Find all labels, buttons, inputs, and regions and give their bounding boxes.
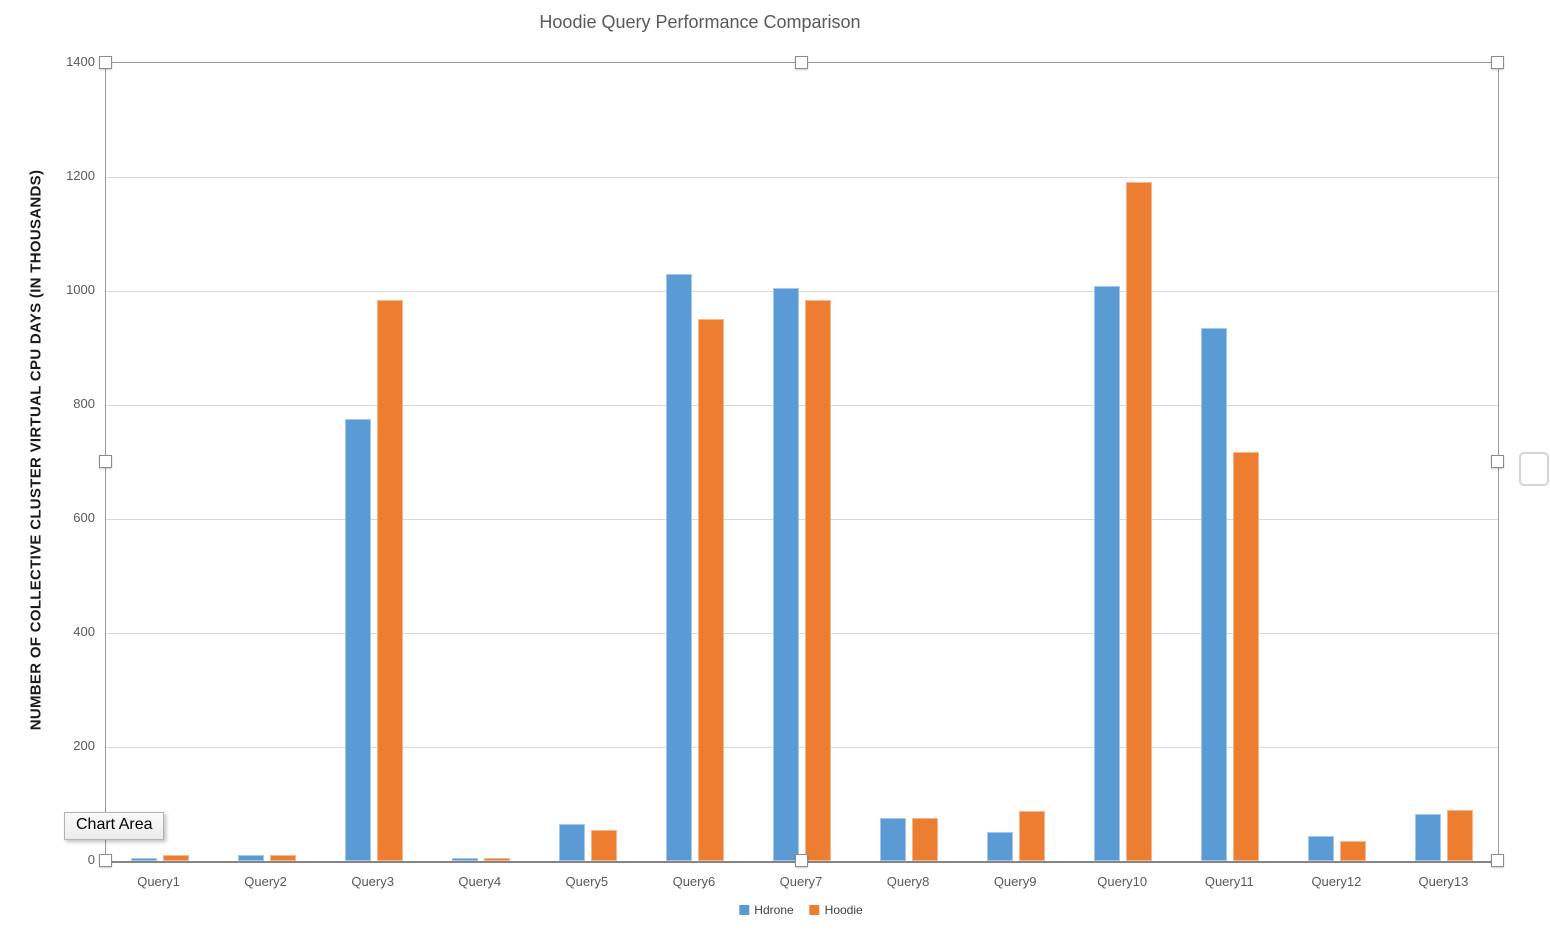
y-tick-label-400: 400 xyxy=(73,624,95,639)
x-label-query10: Query10 xyxy=(1097,874,1148,889)
y-tick-label-1200: 1200 xyxy=(66,168,95,183)
x-label-query1: Query1 xyxy=(137,874,180,889)
gridline-1200 xyxy=(106,177,1498,178)
x-label-query3: Query3 xyxy=(351,874,394,889)
x-label-query11: Query11 xyxy=(1204,874,1254,889)
selection-handle-bottom-left[interactable] xyxy=(99,854,112,867)
y-tick-label-600: 600 xyxy=(73,510,95,525)
selection-handle-bottom-right[interactable] xyxy=(1491,854,1504,867)
selection-handle-mid-right[interactable] xyxy=(1491,455,1504,468)
x-label-query4: Query4 xyxy=(458,874,502,889)
bar-hdrone-query11[interactable] xyxy=(1201,328,1227,861)
bar-hdrone-query4[interactable] xyxy=(452,858,478,861)
bar-hdrone-query3[interactable] xyxy=(345,419,371,861)
bar-hoodie-query9[interactable] xyxy=(1019,811,1045,861)
gridline-800 xyxy=(106,405,1498,406)
x-label-query12: Query12 xyxy=(1311,874,1362,889)
x-label-query5: Query5 xyxy=(565,874,609,889)
selection-handle-bottom-center[interactable] xyxy=(795,854,808,867)
selection-handle-top-center[interactable] xyxy=(795,56,808,69)
bar-hdrone-query7[interactable] xyxy=(773,288,799,861)
y-tick-label-0: 0 xyxy=(87,852,95,867)
x-label-query2: Query2 xyxy=(244,874,287,889)
bar-hoodie-query11[interactable] xyxy=(1233,452,1259,861)
legend-item-hoodie[interactable]: Hoodie xyxy=(809,903,863,917)
legend-label-hoodie: Hoodie xyxy=(824,903,863,917)
bar-hdrone-query10[interactable] xyxy=(1094,286,1120,861)
gridline-400 xyxy=(106,633,1498,634)
y-tick-label-200: 200 xyxy=(73,738,95,753)
legend[interactable]: Hdrone Hoodie xyxy=(739,903,863,917)
bar-hoodie-query6[interactable] xyxy=(698,319,724,861)
legend-item-hdrone[interactable]: Hdrone xyxy=(739,903,794,917)
bar-hoodie-query1[interactable] xyxy=(163,855,189,861)
bar-hdrone-query9[interactable] xyxy=(987,832,1013,861)
bar-hoodie-query3[interactable] xyxy=(377,300,403,861)
bar-hdrone-query1[interactable] xyxy=(131,858,157,861)
x-label-query7: Query7 xyxy=(779,874,823,889)
bar-hoodie-query7[interactable] xyxy=(805,300,831,861)
chart-area-tooltip: Chart Area xyxy=(64,812,165,840)
bar-hdrone-query13[interactable] xyxy=(1415,814,1441,861)
x-label-query6: Query6 xyxy=(672,874,716,889)
bar-hoodie-query4[interactable] xyxy=(484,858,510,861)
bar-hoodie-query13[interactable] xyxy=(1447,810,1473,861)
bar-hdrone-query6[interactable] xyxy=(666,274,692,861)
bar-hoodie-query8[interactable] xyxy=(912,818,938,861)
gridline-200 xyxy=(106,747,1498,748)
bar-hoodie-query10[interactable] xyxy=(1126,182,1152,861)
chart-title[interactable]: Hoodie Query Performance Comparison xyxy=(539,12,861,32)
bar-hoodie-query5[interactable] xyxy=(591,830,617,861)
bar-hoodie-query2[interactable] xyxy=(270,855,296,861)
bar-hdrone-query5[interactable] xyxy=(559,824,585,861)
legend-swatch-hoodie-icon xyxy=(809,905,820,915)
bar-hdrone-query8[interactable] xyxy=(880,818,906,861)
partial-selection-handle-icon xyxy=(1519,452,1549,486)
y-axis-title[interactable]: NUMBER OF COLLECTIVE CLUSTER VIRTUAL CPU… xyxy=(27,169,45,731)
gridline-1000 xyxy=(106,291,1498,292)
x-label-query8: Query8 xyxy=(886,874,930,889)
selection-handle-top-left[interactable] xyxy=(99,56,112,69)
legend-swatch-hdrone-icon xyxy=(739,905,750,915)
gridline-600 xyxy=(106,519,1498,520)
selection-handle-mid-left[interactable] xyxy=(99,455,112,468)
x-label-query9: Query9 xyxy=(993,874,1037,889)
x-label-query13: Query13 xyxy=(1418,874,1469,889)
bar-hoodie-query12[interactable] xyxy=(1340,841,1366,861)
y-tick-label-1400: 1400 xyxy=(66,54,95,69)
bar-hdrone-query12[interactable] xyxy=(1308,836,1334,861)
y-tick-label-800: 800 xyxy=(73,396,95,411)
plot-area[interactable] xyxy=(105,62,1499,863)
bar-hdrone-query2[interactable] xyxy=(238,855,264,861)
y-tick-label-1000: 1000 xyxy=(66,282,95,297)
selection-handle-top-right[interactable] xyxy=(1491,56,1504,69)
legend-label-hdrone: Hdrone xyxy=(754,903,794,917)
